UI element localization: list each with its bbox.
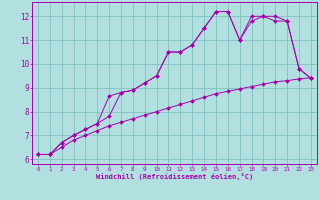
X-axis label: Windchill (Refroidissement éolien,°C): Windchill (Refroidissement éolien,°C) (96, 173, 253, 180)
